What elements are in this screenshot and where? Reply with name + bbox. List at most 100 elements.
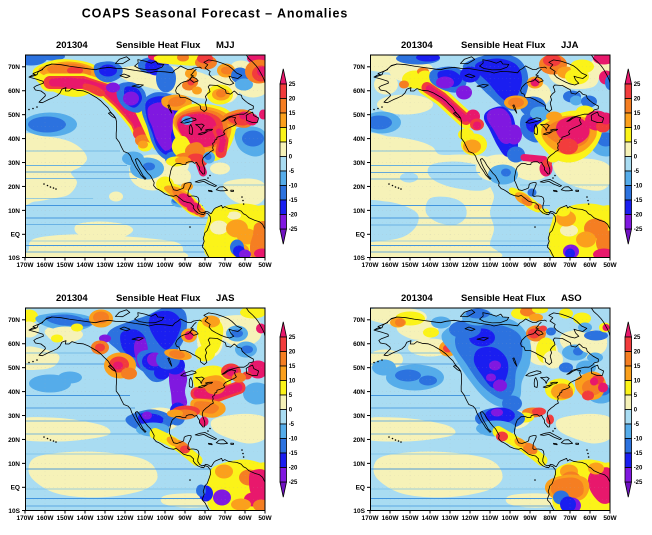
svg-text:15: 15 [634,364,641,370]
svg-text:140W: 140W [77,515,95,522]
svg-text:-5: -5 [289,169,295,175]
svg-text:70W: 70W [563,262,577,269]
svg-text:110W: 110W [137,515,154,522]
svg-text:50W: 50W [258,515,272,522]
svg-text:60W: 60W [238,515,252,522]
svg-text:20: 20 [634,97,641,103]
svg-text:EQ: EQ [356,232,365,239]
svg-text:130W: 130W [442,515,460,522]
svg-text:90W: 90W [178,515,192,522]
svg-text:40N: 40N [353,136,365,143]
svg-text:-5: -5 [634,169,640,175]
svg-text:50W: 50W [603,262,617,269]
svg-text:30N: 30N [353,160,365,167]
svg-text:Sensible Heat Flux: Sensible Heat Flux [116,293,201,304]
svg-text:100W: 100W [502,262,520,269]
svg-text:-15: -15 [289,198,298,204]
svg-text:-15: -15 [634,451,643,457]
svg-text:40N: 40N [353,389,365,396]
svg-text:70N: 70N [8,317,20,324]
svg-text:25: 25 [634,335,641,341]
svg-text:40N: 40N [8,136,20,143]
svg-text:-20: -20 [634,466,643,472]
svg-text:90W: 90W [523,515,537,522]
svg-text:50N: 50N [8,112,20,119]
svg-text:60W: 60W [583,515,597,522]
svg-text:60N: 60N [353,88,365,95]
svg-text:25: 25 [289,335,296,341]
svg-text:50W: 50W [603,515,617,522]
svg-text:-25: -25 [634,227,643,233]
svg-text:201304: 201304 [401,293,433,304]
svg-text:20N: 20N [353,437,365,444]
svg-text:150W: 150W [402,262,420,269]
svg-text:160W: 160W [382,515,400,522]
svg-text:120W: 120W [117,262,135,269]
svg-text:0: 0 [289,155,293,161]
svg-text:10N: 10N [353,461,365,468]
svg-text:20N: 20N [353,184,365,191]
svg-text:70W: 70W [563,515,577,522]
svg-text:20N: 20N [8,184,20,191]
svg-text:COAPS Seasonal Forecast – Anom: COAPS Seasonal Forecast – Anomalies [82,7,349,21]
svg-text:10N: 10N [8,461,20,468]
svg-text:160W: 160W [37,515,55,522]
svg-text:15: 15 [634,111,641,117]
svg-text:25: 25 [634,82,641,88]
svg-text:-20: -20 [289,213,298,219]
svg-text:-25: -25 [289,480,298,486]
svg-text:70W: 70W [218,515,232,522]
svg-text:20N: 20N [8,437,20,444]
svg-text:-10: -10 [634,437,643,443]
svg-text:110W: 110W [137,262,154,269]
svg-text:40N: 40N [8,389,20,396]
svg-text:120W: 120W [462,515,480,522]
svg-text:90W: 90W [178,262,192,269]
svg-text:170W: 170W [362,515,380,522]
svg-text:ASO: ASO [561,293,582,304]
svg-text:Sensible Heat Flux: Sensible Heat Flux [116,40,201,51]
svg-text:160W: 160W [382,262,400,269]
svg-text:201304: 201304 [56,40,88,51]
svg-text:110W: 110W [482,262,499,269]
svg-text:20: 20 [289,97,296,103]
svg-text:10S: 10S [353,508,365,515]
svg-text:JJA: JJA [561,40,579,51]
svg-text:-5: -5 [634,422,640,428]
svg-text:10S: 10S [8,255,20,262]
svg-text:20: 20 [289,350,296,356]
svg-text:120W: 120W [117,515,135,522]
svg-text:-15: -15 [289,451,298,457]
svg-text:10: 10 [634,126,641,132]
svg-text:140W: 140W [422,515,440,522]
svg-text:50N: 50N [353,365,365,372]
svg-text:10N: 10N [8,208,20,215]
svg-text:60W: 60W [583,262,597,269]
svg-text:EQ: EQ [356,485,365,492]
svg-text:100W: 100W [157,262,175,269]
svg-text:EQ: EQ [11,232,20,239]
svg-text:0: 0 [289,408,293,414]
svg-text:-10: -10 [289,437,298,443]
svg-text:-15: -15 [634,198,643,204]
svg-text:80W: 80W [198,262,212,269]
svg-text:170W: 170W [17,262,35,269]
svg-text:-25: -25 [634,480,643,486]
svg-text:30N: 30N [8,413,20,420]
svg-text:JAS: JAS [216,293,234,304]
svg-text:0: 0 [634,155,638,161]
svg-text:70N: 70N [353,317,365,324]
svg-text:130W: 130W [97,262,115,269]
svg-text:80W: 80W [198,515,212,522]
svg-text:60N: 60N [8,88,20,95]
svg-text:15: 15 [289,111,296,117]
svg-text:100W: 100W [157,515,175,522]
svg-text:90W: 90W [523,262,537,269]
svg-text:15: 15 [289,364,296,370]
svg-text:MJJ: MJJ [216,40,234,51]
svg-text:30N: 30N [8,160,20,167]
svg-text:50N: 50N [353,112,365,119]
svg-text:EQ: EQ [11,485,20,492]
svg-text:70W: 70W [218,262,232,269]
svg-text:160W: 160W [37,262,55,269]
